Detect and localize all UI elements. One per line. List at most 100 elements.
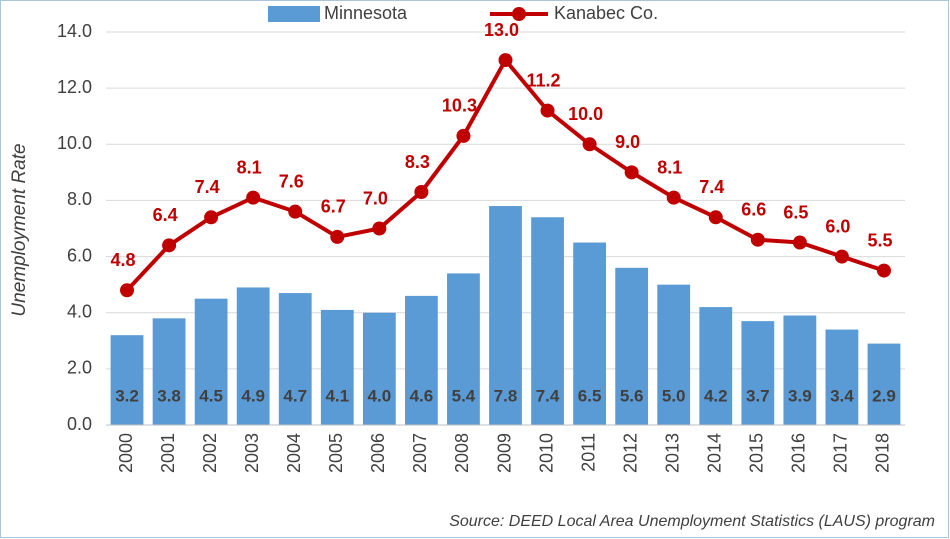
bar bbox=[699, 307, 733, 425]
bar bbox=[489, 206, 522, 425]
line-point bbox=[792, 235, 807, 250]
bar bbox=[194, 298, 228, 425]
line-point bbox=[246, 190, 261, 205]
line-point bbox=[414, 185, 429, 200]
bar-value-label: 7.8 bbox=[494, 386, 518, 405]
line-value-label: 8.1 bbox=[237, 157, 262, 177]
bar-value-label: 3.8 bbox=[157, 386, 181, 405]
bar-value-label: 6.5 bbox=[578, 386, 602, 405]
line-value-label: 6.7 bbox=[321, 197, 346, 217]
y-tick-label: 12.0 bbox=[57, 77, 92, 97]
bar-value-label: 3.4 bbox=[830, 386, 854, 405]
bar-value-label: 4.2 bbox=[704, 386, 728, 405]
x-tick-label: 2013 bbox=[662, 433, 682, 473]
x-tick-label: 2009 bbox=[494, 433, 514, 473]
bar-value-label: 4.7 bbox=[283, 386, 307, 405]
y-tick-label: 10.0 bbox=[57, 133, 92, 153]
bar bbox=[867, 343, 901, 425]
line-value-label: 11.2 bbox=[527, 70, 561, 90]
line-value-label: 8.3 bbox=[405, 152, 430, 172]
line-point bbox=[456, 128, 471, 143]
x-tick-label: 2000 bbox=[116, 433, 136, 473]
y-tick-label: 4.0 bbox=[67, 301, 92, 321]
line-value-label: 7.4 bbox=[195, 177, 220, 197]
y-tick-label: 0.0 bbox=[67, 414, 92, 434]
bar bbox=[236, 287, 270, 425]
bar bbox=[741, 321, 775, 425]
legend-marker bbox=[512, 7, 526, 21]
line-point bbox=[582, 137, 597, 152]
source: Source: DEED Local Area Unemployment Sta… bbox=[449, 513, 935, 530]
x-tick-label: 2014 bbox=[705, 433, 725, 473]
bar-value-label: 3.7 bbox=[746, 386, 770, 405]
line-point bbox=[204, 210, 219, 225]
line-value-label: 4.8 bbox=[111, 250, 136, 270]
bar bbox=[615, 267, 649, 425]
line-value-label: 6.6 bbox=[741, 199, 766, 219]
line-point bbox=[834, 249, 849, 264]
bar-value-label: 4.1 bbox=[325, 386, 349, 405]
bar bbox=[573, 242, 607, 425]
bar bbox=[278, 293, 312, 425]
line-value-label: 7.4 bbox=[699, 177, 724, 197]
bar-value-label: 4.6 bbox=[410, 386, 434, 405]
line-value-label: 10.0 bbox=[568, 104, 603, 124]
line-value-label: 6.5 bbox=[783, 202, 808, 222]
line-point bbox=[120, 283, 135, 298]
bar bbox=[825, 329, 859, 425]
line-point bbox=[666, 190, 681, 205]
bar bbox=[783, 315, 817, 425]
x-tick-label: 2002 bbox=[200, 433, 220, 473]
bar bbox=[447, 273, 480, 425]
bar-value-label: 4.0 bbox=[368, 386, 392, 405]
line-point bbox=[540, 103, 555, 118]
line-value-label: 6.4 bbox=[153, 205, 178, 225]
bar-value-label: 5.0 bbox=[662, 386, 686, 405]
bar bbox=[110, 335, 144, 425]
bar-value-label: 3.2 bbox=[115, 386, 139, 405]
bar bbox=[657, 284, 691, 425]
bar-value-label: 4.9 bbox=[241, 386, 265, 405]
bar-value-label: 3.9 bbox=[788, 386, 812, 405]
bar-value-label: 7.4 bbox=[536, 386, 560, 405]
line-value-label: 10.3 bbox=[442, 96, 477, 116]
line-value-label: 8.1 bbox=[657, 157, 682, 177]
bar-value-label: 2.9 bbox=[872, 386, 896, 405]
bar-value-label: 4.5 bbox=[199, 386, 223, 405]
bar-value-label: 5.4 bbox=[452, 386, 476, 405]
line-value-label: 9.0 bbox=[615, 132, 640, 152]
y-tick-label: 6.0 bbox=[67, 245, 92, 265]
line-value-label: 7.0 bbox=[363, 188, 388, 208]
line-point bbox=[498, 53, 513, 68]
legend-label: Kanabec Co. bbox=[554, 3, 658, 23]
line-value-label: 6.0 bbox=[825, 216, 850, 236]
x-tick-label: 2015 bbox=[747, 433, 767, 473]
y-tick-label: 14.0 bbox=[57, 21, 92, 41]
line-point bbox=[624, 165, 639, 180]
y-tick-label: 8.0 bbox=[67, 189, 92, 209]
bar-value-label: 5.6 bbox=[620, 386, 644, 405]
y-tick-label: 2.0 bbox=[67, 358, 92, 378]
legend-swatch bbox=[268, 6, 320, 22]
line-value-label: 13.0 bbox=[484, 20, 519, 40]
line-point bbox=[288, 204, 303, 219]
line-value-label: 7.6 bbox=[279, 171, 304, 191]
bar bbox=[362, 312, 396, 425]
x-tick-label: 2007 bbox=[410, 433, 430, 473]
x-tick-label: 2016 bbox=[789, 433, 809, 473]
line-point bbox=[372, 221, 387, 236]
line-point bbox=[876, 263, 891, 278]
x-tick-label: 2006 bbox=[368, 433, 388, 473]
x-tick-label: 2017 bbox=[831, 433, 851, 473]
bar bbox=[531, 217, 564, 425]
x-tick-label: 2011 bbox=[578, 433, 598, 472]
x-tick-label: 2010 bbox=[536, 433, 556, 473]
bar bbox=[152, 318, 186, 425]
x-tick-label: 2012 bbox=[620, 433, 640, 473]
line-point bbox=[750, 232, 765, 247]
x-tick-label: 2018 bbox=[873, 433, 893, 473]
line-point bbox=[330, 229, 345, 244]
x-tick-label: 2003 bbox=[242, 433, 262, 473]
